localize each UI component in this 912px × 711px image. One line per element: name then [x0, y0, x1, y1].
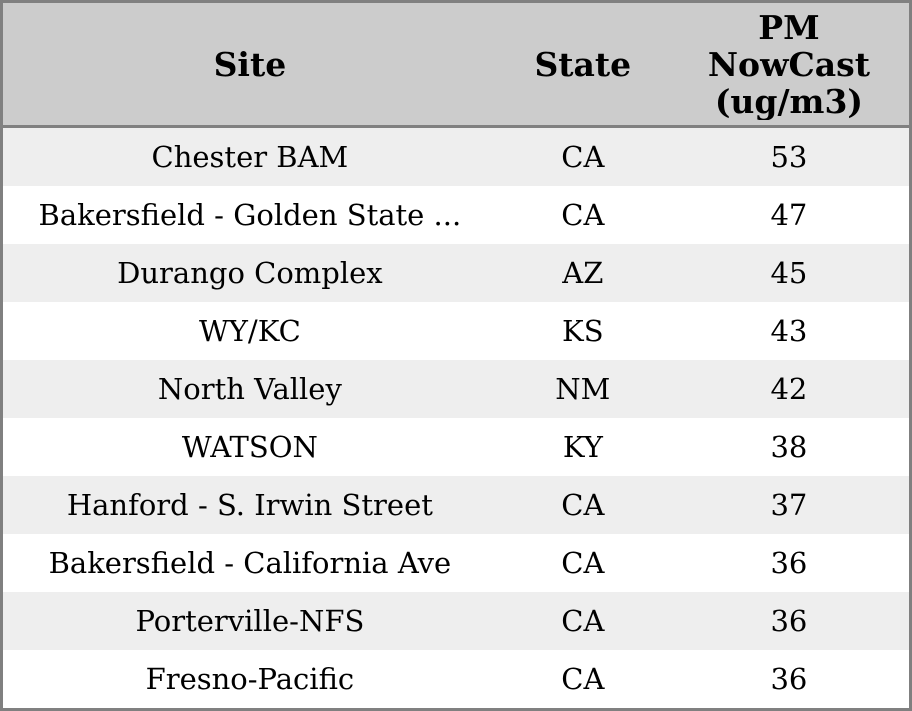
- table-row: WATSON KY 38: [3, 418, 909, 476]
- pm-nowcast-cell: 37: [770, 488, 808, 522]
- table-row: Durango Complex AZ 45: [3, 244, 909, 302]
- pm-header-line-2: NowCast: [707, 44, 870, 84]
- table-row: WY/KC KS 43: [3, 302, 909, 360]
- site-cell: Bakersfield - Golden State ...: [38, 198, 462, 232]
- site-cell: Fresno-Pacific: [145, 662, 355, 696]
- table-row: Bakersfield - California Ave CA 36: [3, 534, 909, 592]
- table-row: Bakersfield - Golden State ... CA 47: [3, 186, 909, 244]
- site-cell: Hanford - S. Irwin Street: [66, 488, 433, 522]
- table-header-row: Site State PM NowCast (ug/m3): [3, 3, 909, 128]
- table-row: Hanford - S. Irwin Street CA 37: [3, 476, 909, 534]
- pm-nowcast-cell: 36: [770, 546, 808, 580]
- state-cell: CA: [561, 198, 605, 232]
- pm-nowcast-cell: 43: [770, 314, 808, 348]
- table-row: North Valley NM 42: [3, 360, 909, 418]
- pm-header-line-1: PM: [758, 8, 820, 47]
- state-cell: CA: [561, 604, 605, 638]
- site-cell: WATSON: [181, 430, 318, 464]
- site-cell: Chester BAM: [151, 140, 349, 174]
- site-cell: Bakersfield - California Ave: [48, 546, 452, 580]
- table-row: Fresno-Pacific CA 36: [3, 650, 909, 708]
- pm-nowcast-cell: 36: [770, 604, 808, 638]
- site-cell: North Valley: [157, 372, 342, 406]
- state-cell: CA: [561, 546, 605, 580]
- site-cell: WY/KC: [198, 314, 301, 348]
- pm-nowcast-cell: 47: [770, 198, 808, 232]
- state-cell: AZ: [562, 256, 604, 290]
- pm-nowcast-cell: 38: [770, 430, 808, 464]
- site-cell: Porterville-NFS: [135, 604, 365, 638]
- column-header-site: Site: [213, 45, 287, 83]
- state-cell: KS: [562, 314, 604, 348]
- pm-nowcast-cell: 45: [770, 256, 808, 290]
- state-cell: KY: [562, 430, 603, 464]
- pm-nowcast-cell: 42: [770, 372, 808, 406]
- pm-nowcast-cell: 36: [770, 662, 808, 696]
- state-cell: CA: [561, 662, 605, 696]
- state-cell: CA: [561, 140, 605, 174]
- state-cell: NM: [555, 372, 611, 406]
- pm-header-line-3: (ug/m3): [714, 81, 864, 120]
- table-row: Porterville-NFS CA 36: [3, 592, 909, 650]
- state-cell: CA: [561, 488, 605, 522]
- pm-nowcast-cell: 53: [770, 140, 808, 174]
- column-header-state: State: [534, 45, 632, 83]
- site-cell: Durango Complex: [117, 256, 383, 290]
- column-header-pm-nowcast: PM NowCast (ug/m3): [669, 9, 909, 120]
- table-row: Chester BAM CA 53: [3, 128, 909, 186]
